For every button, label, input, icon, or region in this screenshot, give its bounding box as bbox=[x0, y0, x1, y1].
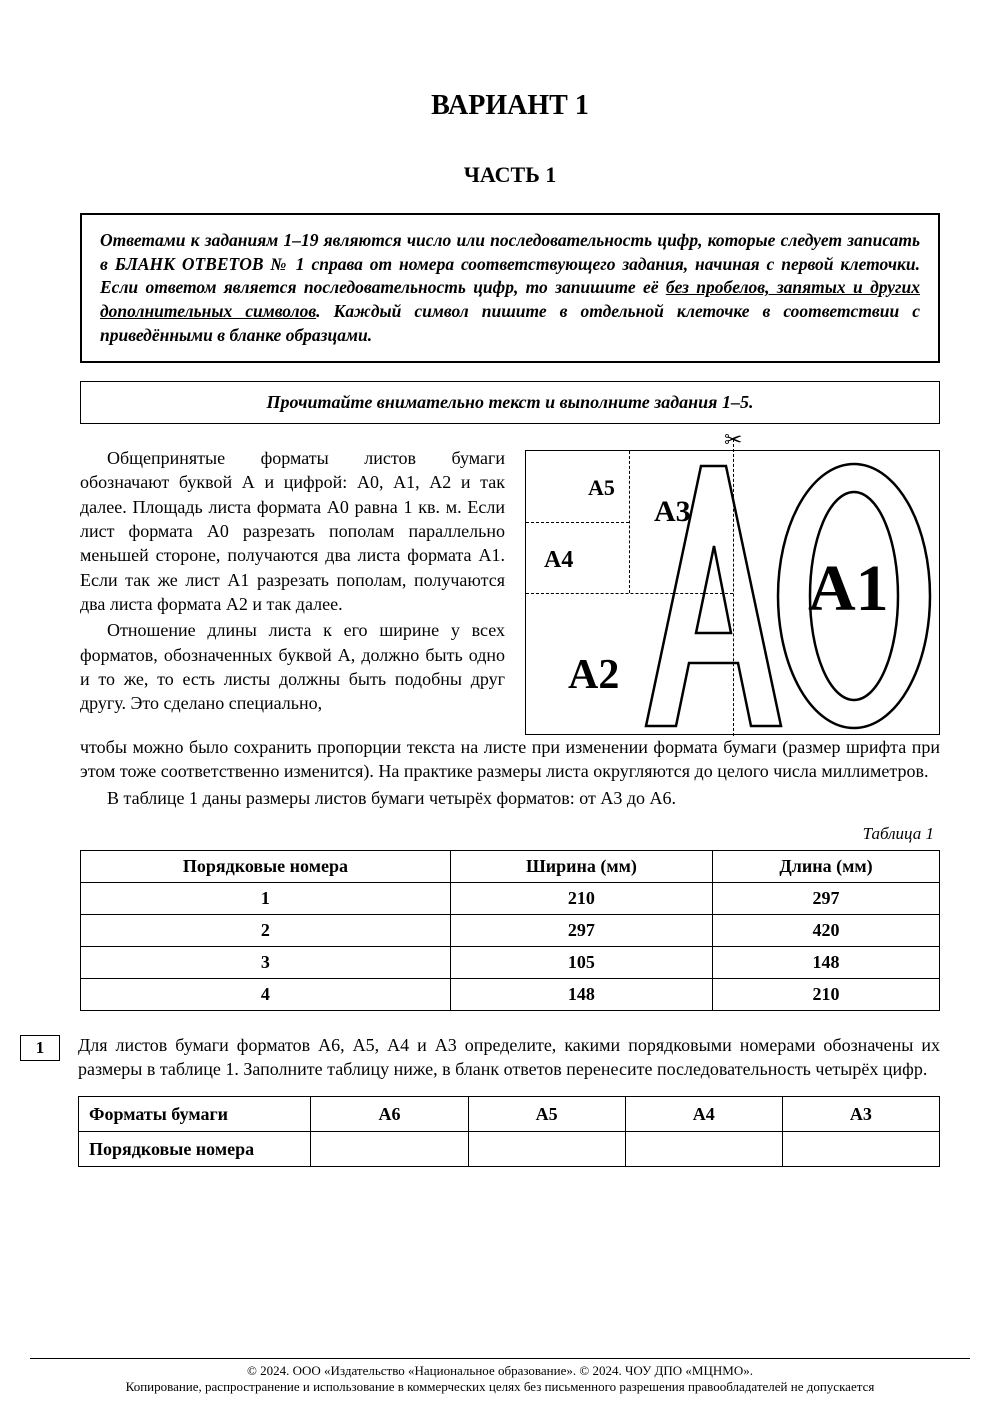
figure-label-a2: А2 bbox=[568, 651, 619, 699]
answer-cell[interactable] bbox=[625, 1131, 782, 1166]
answer-cell[interactable] bbox=[311, 1131, 468, 1166]
body-text-left: Общепринятые форматы листов бумаги обозн… bbox=[80, 446, 505, 717]
table-row: 1 210 297 bbox=[81, 883, 940, 915]
answer-cell[interactable] bbox=[782, 1131, 939, 1166]
table-row: Форматы бумаги А6 А5 А4 А3 bbox=[79, 1096, 940, 1131]
table-row: 3 105 148 bbox=[81, 947, 940, 979]
figure-label-a4: А4 bbox=[544, 547, 573, 574]
answer-cell[interactable] bbox=[468, 1131, 625, 1166]
footer-line-2: Копирование, распространение и использов… bbox=[30, 1379, 970, 1395]
footer-line-1: © 2024. ООО «Издательство «Национальное … bbox=[30, 1363, 970, 1379]
table-caption: Таблица 1 bbox=[80, 824, 934, 844]
paper-formats-figure: ✂ А5 А4 bbox=[525, 450, 940, 735]
table-row: Порядковые номера Ширина (мм) Длина (мм) bbox=[81, 851, 940, 883]
table-header: Ширина (мм) bbox=[450, 851, 712, 883]
table-row: Порядковые номера bbox=[79, 1131, 940, 1166]
read-box: Прочитайте внимательно текст и выполните… bbox=[80, 381, 940, 424]
instructions-box: Ответами к заданиям 1–19 являются число … bbox=[80, 213, 940, 363]
task-1: 1 Для листов бумаги форматов А6, А5, А4 … bbox=[80, 1033, 940, 1167]
para-3: В таблице 1 даны размеры листов бумаги ч… bbox=[80, 786, 940, 810]
figure-label-a3: А3 bbox=[654, 495, 691, 529]
task-number-box: 1 bbox=[20, 1035, 60, 1061]
figure-label-a1: А1 bbox=[808, 551, 889, 627]
figure-label-a5: А5 bbox=[588, 475, 615, 501]
task-1-text: Для листов бумаги форматов А6, А5, А4 и … bbox=[78, 1035, 940, 1079]
table-header: Длина (мм) bbox=[712, 851, 939, 883]
table-row: 4 148 210 bbox=[81, 979, 940, 1011]
para-1: Общепринятые форматы листов бумаги обозн… bbox=[80, 446, 505, 616]
task-text: Для листов бумаги форматов А6, А5, А4 и … bbox=[78, 1033, 940, 1167]
footer: © 2024. ООО «Издательство «Национальное … bbox=[30, 1358, 970, 1396]
para-2-cont: чтобы можно было сохранить пропорции тек… bbox=[80, 735, 940, 784]
main-title: ВАРИАНТ 1 bbox=[80, 90, 940, 122]
body-wrap: Общепринятые форматы листов бумаги обозн… bbox=[80, 446, 940, 735]
page: ВАРИАНТ 1 ЧАСТЬ 1 Ответами к заданиям 1–… bbox=[0, 0, 1000, 1420]
answer-table: Форматы бумаги А6 А5 А4 А3 Порядковые но… bbox=[78, 1096, 940, 1168]
table-header: Порядковые номера bbox=[81, 851, 451, 883]
part-title: ЧАСТЬ 1 bbox=[80, 162, 940, 188]
table-1: Порядковые номера Ширина (мм) Длина (мм)… bbox=[80, 850, 940, 1011]
table-row: 2 297 420 bbox=[81, 915, 940, 947]
para-2-left: Отношение длины листа к его ширине у все… bbox=[80, 618, 505, 715]
